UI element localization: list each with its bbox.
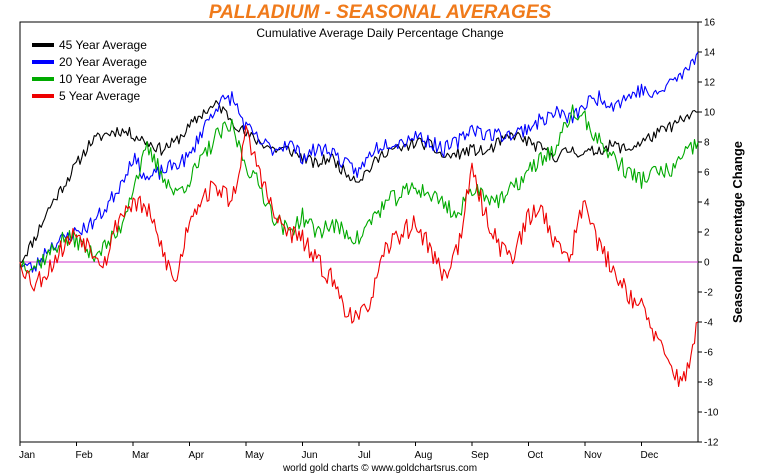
- x-tick-label: Oct: [528, 450, 544, 461]
- legend: 45 Year Average 20 Year Average 10 Year Av…: [32, 38, 147, 103]
- y-tick-label: -12: [704, 438, 719, 449]
- y-tick-label: 2: [704, 228, 710, 239]
- chart-subtitle: Cumulative Average Daily Percentage Chan…: [256, 26, 504, 40]
- x-tick-label: Aug: [415, 450, 433, 461]
- y-tick-label: -4: [704, 318, 713, 329]
- y-tick-label: 16: [704, 18, 716, 29]
- x-tick-label: Feb: [76, 450, 94, 461]
- y-tick-label: -8: [704, 378, 713, 389]
- y-axis-ticks: 16 14 12 10 8 6 4 2 0 -2 -4 -6 -8 -10 -12: [698, 18, 719, 449]
- y-tick-label: -2: [704, 288, 713, 299]
- x-tick-label: May: [245, 450, 264, 461]
- y-tick-label: 8: [704, 138, 710, 149]
- x-tick-label: Jan: [19, 450, 35, 461]
- y-tick-label: 12: [704, 78, 716, 89]
- legend-label: 20 Year Average: [59, 55, 147, 69]
- x-tick-label: Apr: [189, 450, 205, 461]
- y-tick-label: -10: [704, 408, 719, 419]
- x-tick-label: Nov: [584, 450, 602, 461]
- series-line-2: [19, 51, 699, 273]
- legend-label: 45 Year Average: [59, 38, 147, 52]
- x-tick-label: Jun: [302, 450, 318, 461]
- legend-label: 5 Year Average: [59, 89, 141, 103]
- x-tick-label: Mar: [132, 450, 150, 461]
- y-tick-label: 6: [704, 168, 710, 179]
- series-line-1: [19, 100, 699, 263]
- y-tick-label: -6: [704, 348, 713, 359]
- chart-title: PALLADIUM - SEASONAL AVERAGES: [208, 2, 552, 23]
- series-lines: [19, 51, 699, 388]
- y-tick-label: 4: [704, 198, 710, 209]
- series-line-4: [19, 124, 699, 388]
- y-tick-label: 0: [704, 258, 710, 269]
- x-tick-label: Jul: [358, 450, 371, 461]
- footer-credit: world gold charts © www.goldchartsrus.co…: [282, 463, 477, 474]
- x-tick-label: Sep: [471, 450, 489, 461]
- legend-label: 10 Year Average: [59, 72, 147, 86]
- y-tick-label: 10: [704, 108, 716, 119]
- y-tick-label: 14: [704, 48, 716, 59]
- series-line-3: [19, 104, 699, 274]
- y-axis-label: Seasonal Percentage Change: [730, 141, 745, 323]
- x-axis-ticks: Jan Feb Mar Apr May Jun Jul Aug Sep Oct Nov Dec: [19, 442, 658, 461]
- x-tick-label: Dec: [641, 450, 659, 461]
